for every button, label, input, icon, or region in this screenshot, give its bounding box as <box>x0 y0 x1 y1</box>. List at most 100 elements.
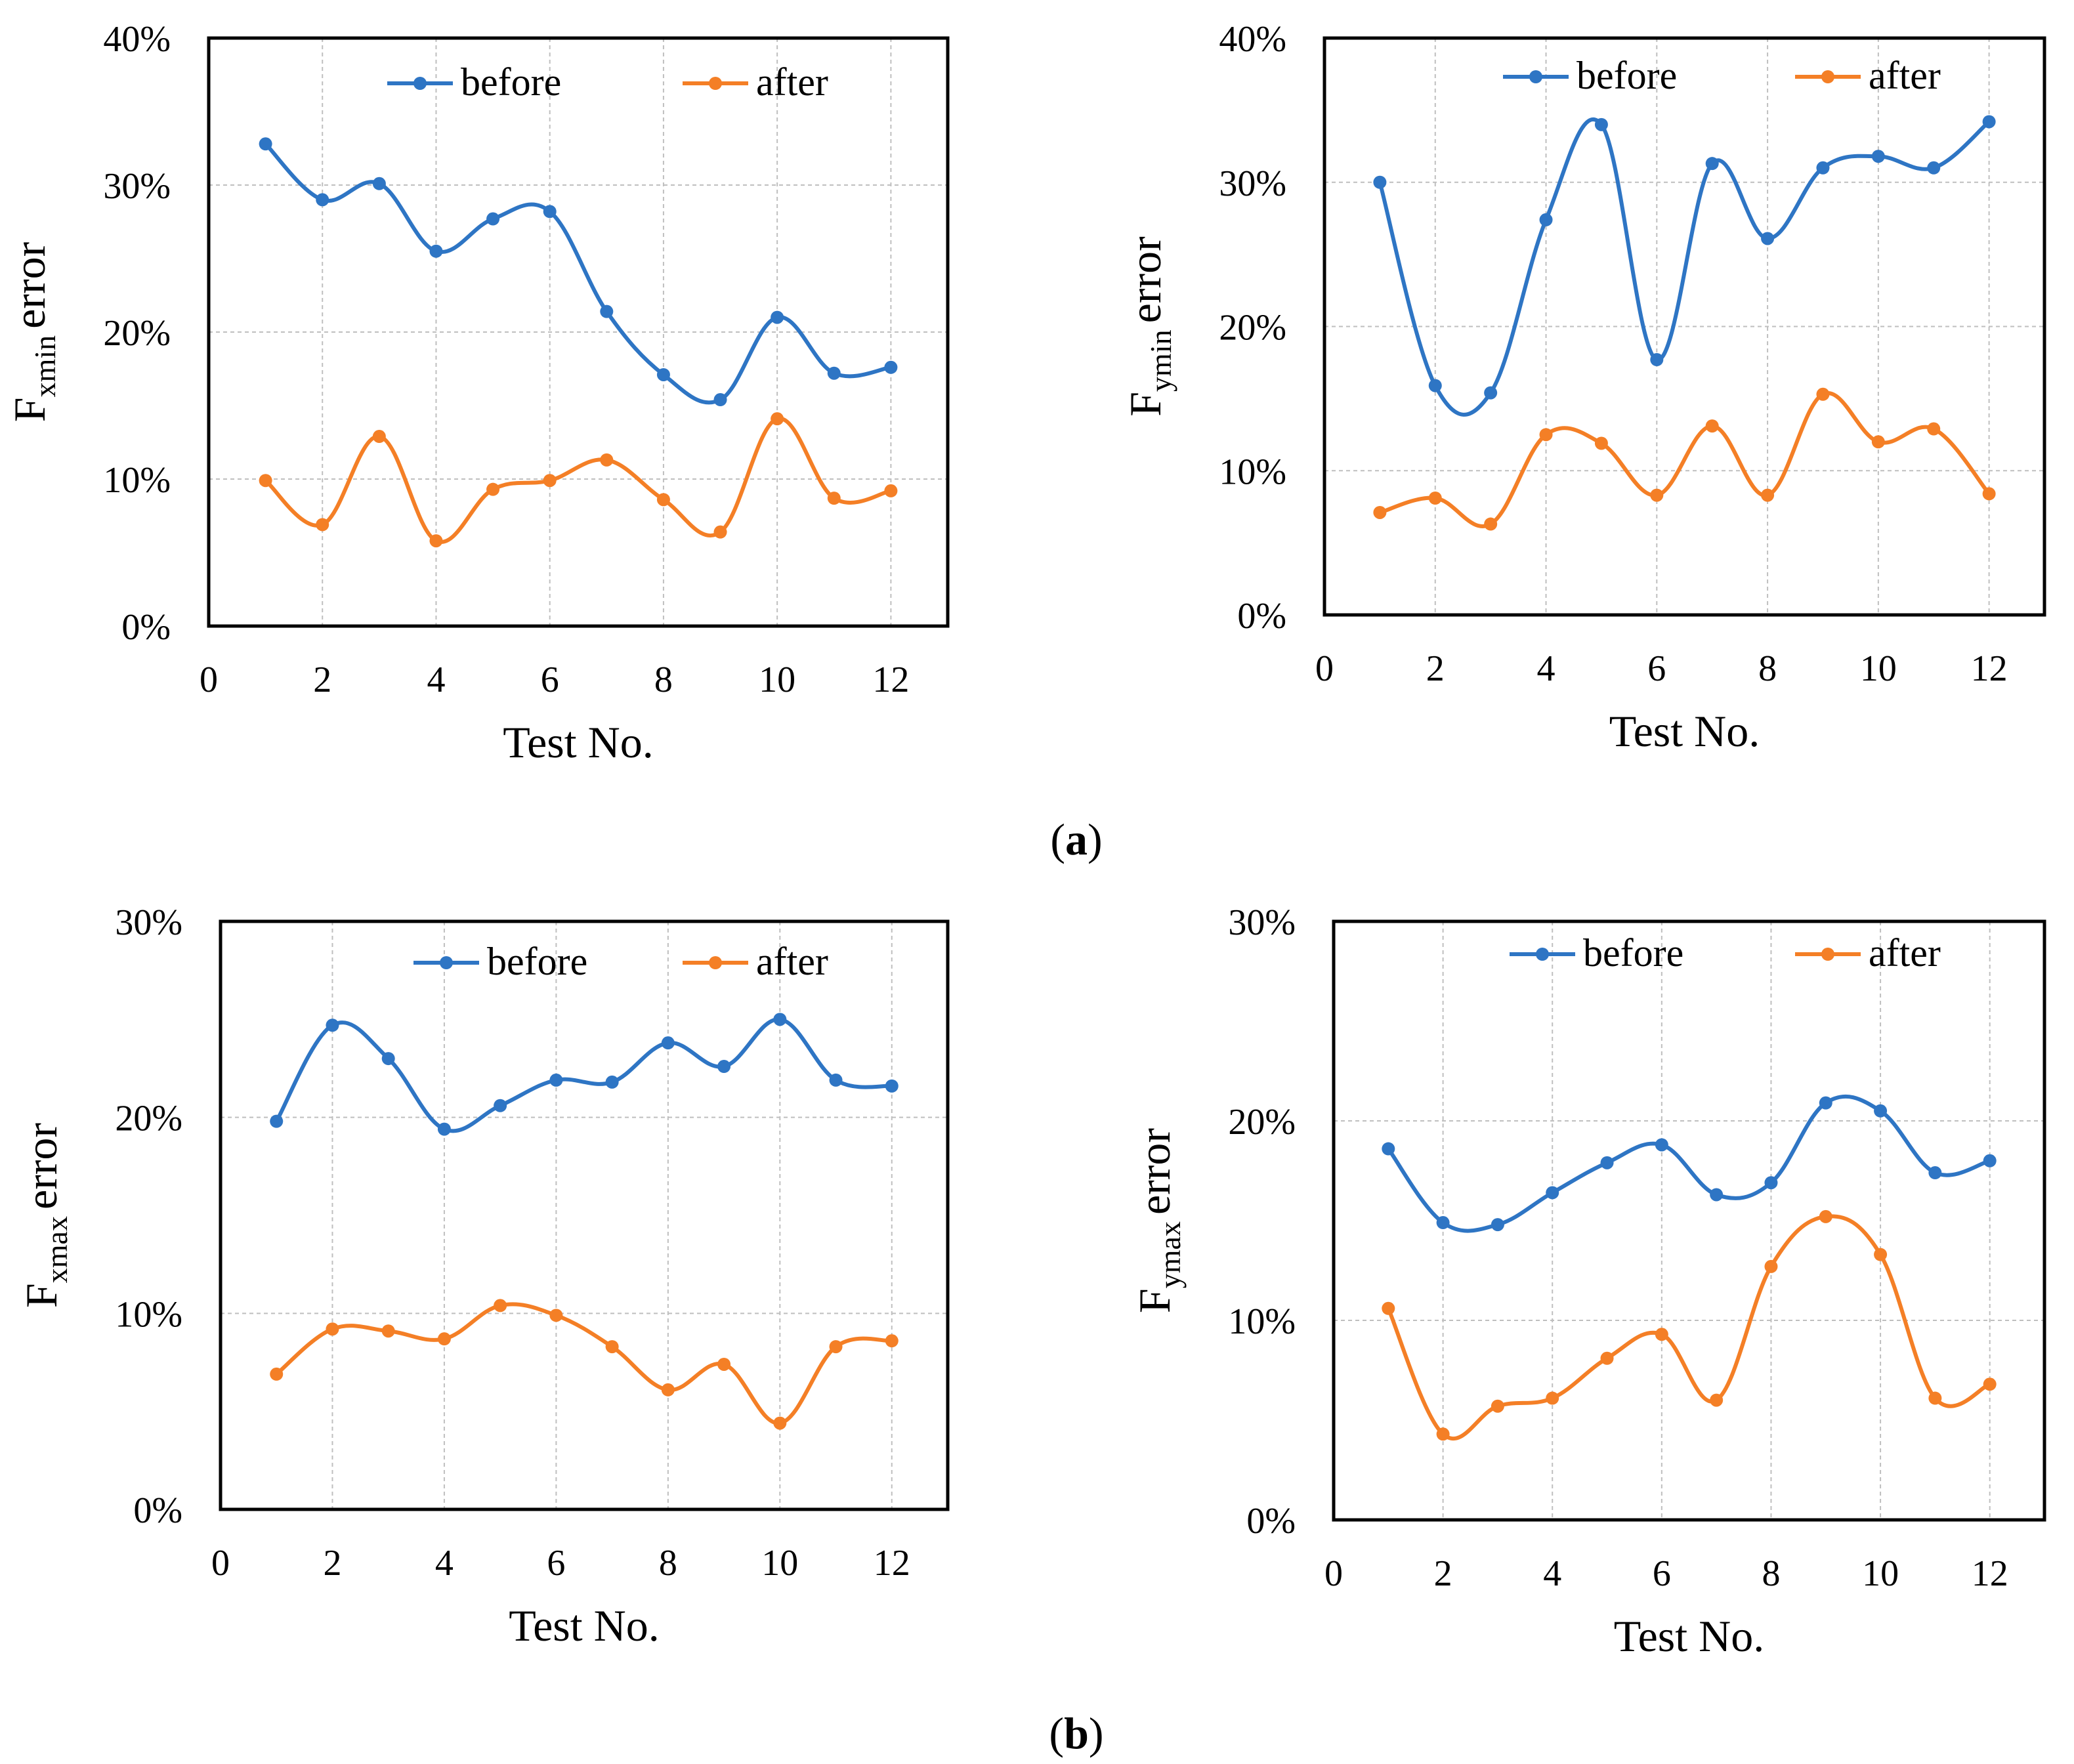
legend-label-after: after <box>756 60 828 104</box>
plot-frame <box>1323 36 2046 617</box>
x-tick-label: 10 <box>1862 1553 1899 1594</box>
data-point-after <box>1816 387 1830 401</box>
x-axis-label: Test No. <box>1614 1611 1764 1661</box>
data-point-after <box>1600 1351 1614 1365</box>
chart-fymax: 0 2 4 6 8 10 12 0% 10% 20% 30% Test No. Fymaxerror be… <box>1130 902 2046 1661</box>
data-point-after <box>771 412 784 426</box>
data-point-after <box>494 1299 507 1312</box>
data-point-after <box>1650 488 1664 502</box>
data-point-before <box>1491 1218 1504 1232</box>
legend-marker-after <box>1821 948 1834 961</box>
plot-frame <box>219 919 950 1511</box>
data-point-before <box>1650 353 1664 367</box>
data-point-before <box>829 1073 843 1087</box>
data-point-after <box>1491 1399 1504 1413</box>
data-point-before <box>1600 1156 1614 1169</box>
data-point-before <box>1761 232 1775 245</box>
data-point-before <box>259 137 272 151</box>
x-tick-label: 4 <box>435 1543 454 1584</box>
y-tick-label: 40% <box>103 19 171 60</box>
legend-label-after: after <box>756 940 828 983</box>
data-point-before <box>1928 1166 1942 1180</box>
y-axis-label: Fxmaxerror <box>16 1123 74 1309</box>
series-line-before <box>274 1017 893 1133</box>
data-point-after <box>1382 1301 1395 1315</box>
x-tick-label: 2 <box>1434 1553 1452 1594</box>
legend-label-after: after <box>1869 54 1941 97</box>
x-tick-label: 10 <box>1860 648 1897 689</box>
data-point-before <box>605 1075 619 1089</box>
x-tick-label: 8 <box>654 660 673 700</box>
data-point-after <box>429 534 443 548</box>
x-tick-label: 0 <box>1324 1553 1343 1594</box>
panel-label-a: (a) <box>1050 814 1102 864</box>
y-tick-label: 40% <box>1219 19 1286 60</box>
data-point-after <box>1928 1391 1942 1405</box>
y-tick-label: 0% <box>133 1490 182 1531</box>
y-tick-label: 20% <box>1228 1102 1296 1143</box>
x-tick-label: 8 <box>1762 1553 1780 1594</box>
data-point-before <box>1655 1138 1668 1152</box>
data-point-after <box>1710 1393 1724 1407</box>
data-point-after <box>372 430 386 444</box>
x-tick-label: 4 <box>1537 648 1555 689</box>
y-axis-label: Fymaxerror <box>1130 1128 1187 1314</box>
data-point-before <box>326 1018 339 1032</box>
data-point-after <box>717 1357 731 1371</box>
legend-label-before: before <box>1577 54 1677 97</box>
data-point-after <box>316 518 329 532</box>
data-point-after <box>1983 1377 1997 1391</box>
data-point-after <box>1874 1248 1888 1261</box>
data-point-after <box>270 1367 284 1381</box>
x-tick-label: 12 <box>1972 1553 2008 1594</box>
x-tick-label: 0 <box>1315 648 1334 689</box>
data-point-after <box>259 474 272 488</box>
x-tick-label: 8 <box>659 1543 677 1584</box>
series-line-before <box>264 142 891 405</box>
data-point-before <box>1428 379 1442 392</box>
data-point-before <box>429 244 443 258</box>
y-tick-label: 10% <box>103 460 171 501</box>
data-point-after <box>1539 428 1553 442</box>
data-point-before <box>549 1073 563 1087</box>
x-axis-label: Test No. <box>1609 706 1760 756</box>
plot-frame <box>207 36 950 628</box>
data-point-after <box>1594 436 1608 450</box>
x-tick-label: 4 <box>427 660 445 700</box>
y-tick-label: 0% <box>1237 596 1286 637</box>
plot-frame <box>1332 919 2046 1522</box>
data-point-before <box>372 177 386 190</box>
y-axis-label: Fxminerror <box>5 242 62 422</box>
data-point-after <box>661 1383 675 1396</box>
x-tick-label: 6 <box>1647 648 1666 689</box>
x-tick-label: 10 <box>759 660 795 700</box>
x-axis-label: Test No. <box>509 1601 659 1650</box>
data-point-after <box>1373 505 1387 519</box>
data-point-before <box>543 205 557 219</box>
series-line-after <box>1386 1214 1991 1441</box>
series-line-after <box>264 416 892 544</box>
data-point-before <box>1705 157 1719 171</box>
x-tick-label: 10 <box>761 1543 798 1584</box>
y-tick-label: 30% <box>115 902 182 943</box>
legend-marker-before <box>413 77 427 90</box>
data-point-before <box>885 1079 899 1093</box>
legend-label-before: before <box>487 940 587 983</box>
data-point-after <box>326 1322 339 1336</box>
x-tick-label: 4 <box>1543 1553 1561 1594</box>
data-point-before <box>600 304 614 318</box>
data-point-before <box>1710 1188 1724 1202</box>
series-line-after <box>275 1302 893 1425</box>
y-tick-label: 20% <box>103 313 171 354</box>
legend-marker-before <box>1529 70 1542 83</box>
x-tick-label: 0 <box>200 660 218 700</box>
y-tick-label: 0% <box>121 607 171 648</box>
x-tick-label: 8 <box>1758 648 1777 689</box>
data-point-after <box>884 484 898 497</box>
data-point-before <box>884 360 898 374</box>
series-line-before <box>1378 117 1991 417</box>
data-point-after <box>1655 1328 1668 1341</box>
y-tick-label: 10% <box>1228 1301 1296 1342</box>
data-point-before <box>1539 213 1553 226</box>
